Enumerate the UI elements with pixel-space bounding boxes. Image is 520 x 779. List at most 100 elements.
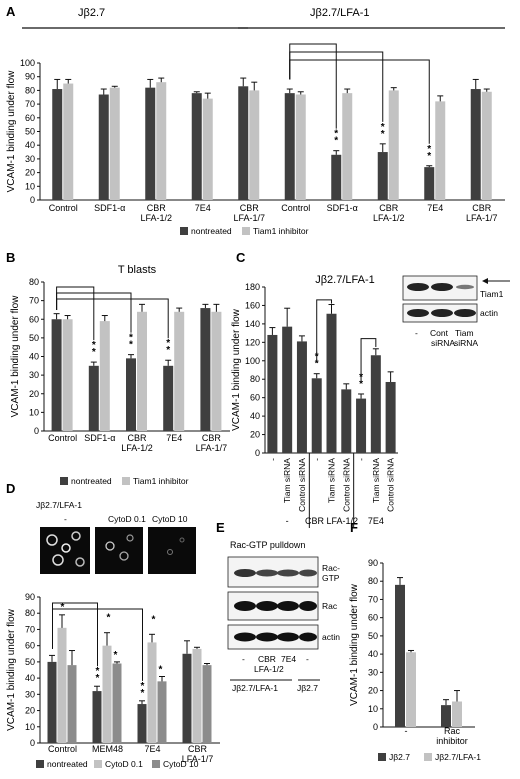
y-axis-title: VCAM-1 binding under flow: [231, 308, 242, 431]
significance-star: *: [107, 613, 111, 624]
condition-label: 7E4: [368, 516, 384, 526]
x-tick-label: Control: [49, 203, 78, 213]
x-tick-label: Control: [48, 433, 77, 443]
y-tick-label: 20: [368, 686, 378, 696]
blot-e-group-2: Jβ2.7: [297, 683, 318, 693]
y-tick-label: 50: [25, 127, 35, 137]
chart-title: Jβ2.7/LFA-1: [315, 274, 375, 286]
panel-label-d: D: [6, 481, 15, 496]
bar: [182, 653, 192, 743]
blot-e-band: [256, 601, 278, 611]
y-tick-label: 100: [20, 58, 35, 68]
x-tick-label: SDF1-α: [327, 203, 358, 213]
y-tick-label: 30: [368, 667, 378, 677]
y-tick-label: 10: [29, 407, 39, 417]
significance-bracket: [56, 298, 169, 339]
blot-e-label-actin: actin: [322, 632, 340, 642]
bar: [424, 167, 435, 200]
x-tick-label: Tiam siRNA: [282, 458, 292, 503]
blot-c-band: [456, 284, 474, 290]
blot-e-band: [277, 632, 299, 642]
y-tick-label: 90: [25, 592, 35, 602]
blot-e-lane-3: 7E4: [281, 654, 296, 664]
x-tick-label: Control siRNA: [297, 458, 307, 512]
x-tick-label: -: [267, 458, 277, 461]
arrow-head-icon: [482, 278, 488, 284]
y-tick-label: 50: [368, 631, 378, 641]
bar: [137, 311, 147, 431]
y-tick-label: 60: [25, 113, 35, 123]
x-tick-label: LFA-1/2: [140, 213, 172, 223]
significance-star: *: [359, 379, 363, 390]
blot-c-band: [431, 283, 453, 291]
blot-e-band: [256, 632, 278, 642]
bar: [137, 704, 147, 743]
blot-c-band: [407, 283, 429, 291]
legend-swatch: [242, 227, 250, 235]
condition-label: -: [286, 516, 289, 526]
blot-e-label-racgtp-1: Rac-: [322, 563, 340, 573]
microscopy-d: Jβ2.7/LFA-1 - CytoD 0.1 CytoD 10: [36, 500, 196, 574]
group-label-a2: Jβ2.7/LFA-1: [310, 7, 370, 19]
legend-label: nontreated: [47, 759, 88, 769]
significance-star: *: [129, 340, 133, 351]
bar: [311, 378, 322, 453]
legend-label: CytoD 10: [163, 759, 199, 769]
blot-e-band: [256, 569, 278, 577]
bar: [356, 398, 367, 453]
bar: [147, 642, 157, 743]
x-tick-label: 7E4: [144, 744, 160, 754]
y-tick-label: 0: [30, 738, 35, 748]
bar: [406, 652, 416, 727]
y-tick-label: 40: [25, 673, 35, 683]
significance-star: *: [141, 681, 145, 692]
x-tick-label: CBR: [188, 744, 208, 754]
bar: [192, 648, 202, 743]
y-tick-label: 100: [245, 356, 260, 366]
y-tick-label: 120: [245, 337, 260, 347]
bar: [326, 313, 337, 453]
significance-star: *: [114, 650, 118, 661]
bar: [249, 90, 260, 200]
y-tick-label: 50: [25, 657, 35, 667]
legend-swatch: [94, 760, 102, 768]
blot-e-label-racgtp-2: GTP: [322, 573, 340, 583]
x-tick-label: 7E4: [427, 203, 443, 213]
bar: [385, 381, 396, 453]
blot-e-label-rac: Rac: [322, 601, 338, 611]
significance-bracket: [289, 59, 430, 144]
bar: [52, 89, 63, 200]
bar: [67, 665, 77, 743]
significance-star: *: [152, 614, 156, 625]
y-tick-label: 30: [25, 689, 35, 699]
bar: [238, 86, 249, 200]
x-tick-label: Rac: [444, 726, 461, 736]
bar: [267, 334, 278, 453]
blot-e-band: [234, 632, 256, 642]
y-tick-label: 0: [34, 426, 39, 436]
y-tick-label: 20: [25, 168, 35, 178]
bar: [157, 681, 167, 743]
legend-label: nontreated: [71, 476, 112, 486]
y-tick-label: 0: [30, 195, 35, 205]
micro-d-title: Jβ2.7/LFA-1: [36, 500, 82, 510]
blot-c-lane-2a: Cont: [430, 328, 449, 338]
cell-spot: [105, 541, 115, 551]
bar: [145, 87, 156, 200]
bar: [200, 308, 211, 431]
y-tick-label: 0: [255, 448, 260, 458]
legend-swatch: [60, 477, 68, 485]
legend-label: nontreated: [191, 226, 232, 236]
bar: [51, 319, 62, 431]
y-tick-label: 10: [25, 722, 35, 732]
legend-label: Jβ2.7: [389, 752, 410, 762]
x-tick-label: 7E4: [195, 203, 211, 213]
y-tick-label: 40: [29, 352, 39, 362]
micro-d-label-3: CytoD 10: [152, 514, 188, 524]
y-tick-label: 10: [25, 181, 35, 191]
legend-swatch: [424, 753, 432, 761]
blot-e-band: [234, 569, 256, 577]
x-tick-label: -: [312, 458, 322, 461]
y-tick-label: 0: [373, 722, 378, 732]
